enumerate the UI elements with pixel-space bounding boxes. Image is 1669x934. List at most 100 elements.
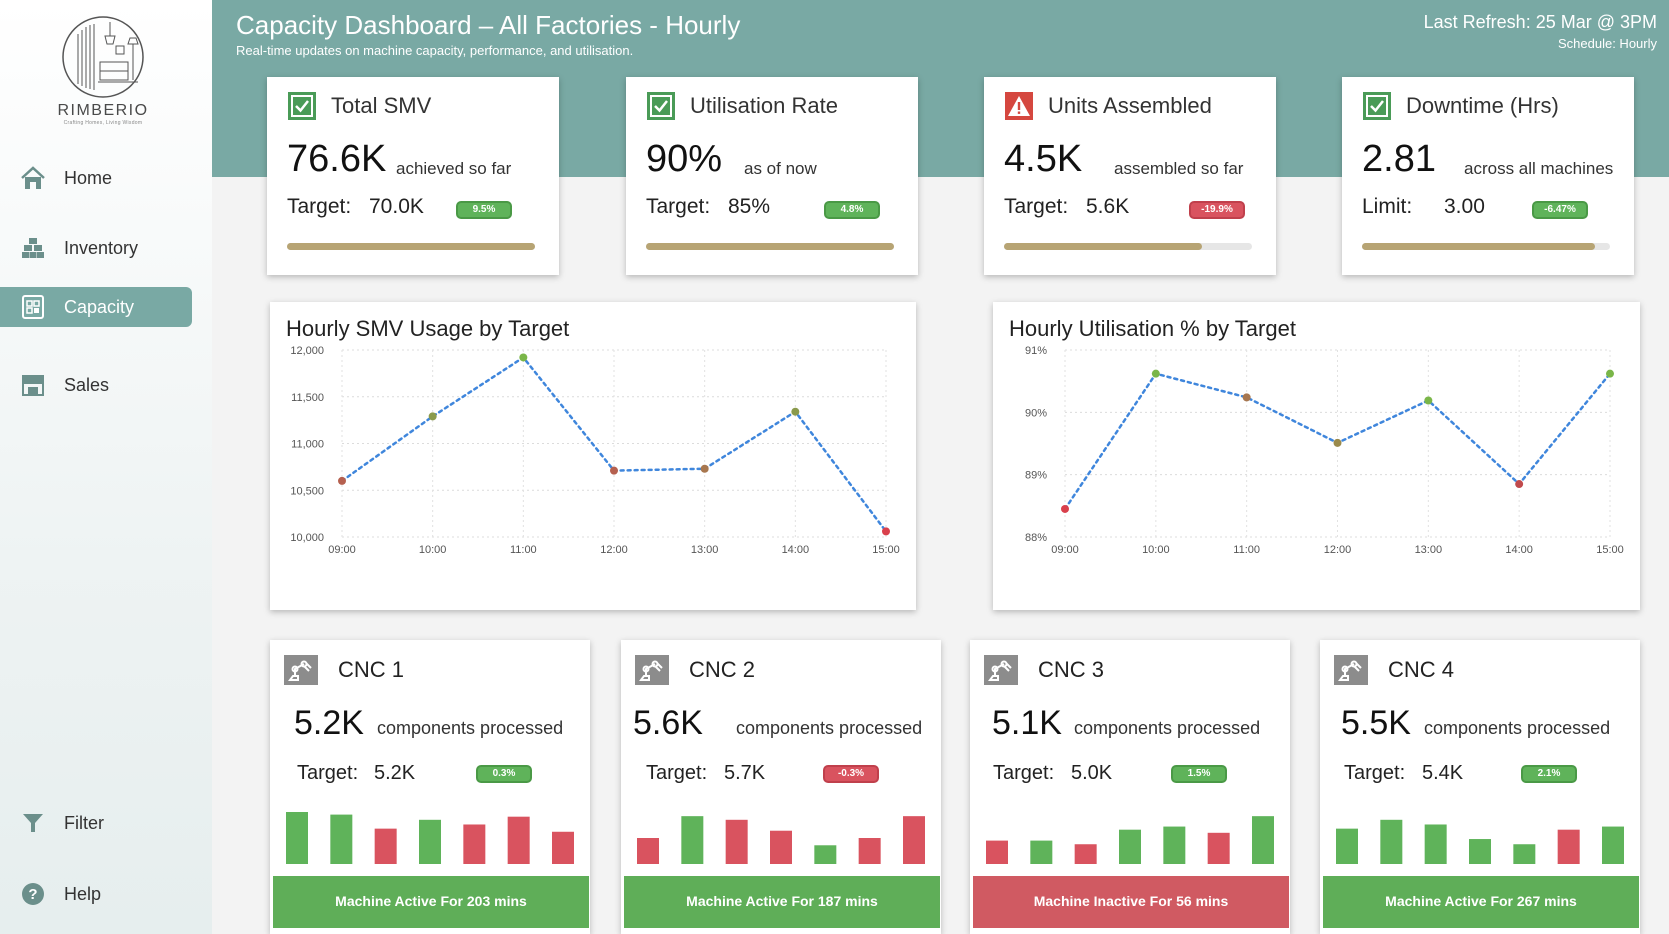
data-point — [1515, 480, 1524, 489]
machine-bar — [1557, 829, 1580, 864]
chart-title: Hourly SMV Usage by Target — [286, 316, 570, 341]
sidebar-item-capacity[interactable]: Capacity — [0, 287, 192, 327]
machine-status-bar: Machine Active For 267 mins — [1323, 876, 1639, 928]
kpi-progress-bar — [646, 243, 894, 250]
data-point — [1424, 396, 1433, 405]
data-point — [428, 412, 437, 421]
sidebar-item-label: Sales — [64, 374, 110, 395]
brand-logo: RIMBERIO Crafting Homes, Living Wisdom — [48, 14, 158, 132]
brand-name: RIMBERIO — [57, 102, 149, 119]
machine-value: 5.1K — [992, 704, 1062, 742]
sidebar-item-sales[interactable]: Sales — [0, 365, 192, 405]
kpi-card-utilisation-rate: Utilisation Rate 90% as of now Target: 8… — [626, 77, 918, 275]
y-tick-label: 11,000 — [291, 439, 324, 451]
robot-arm-icon — [984, 655, 1018, 685]
sidebar: RIMBERIO Crafting Homes, Living Wisdom H… — [0, 0, 212, 934]
refresh-schedule: Schedule: Hourly — [1558, 36, 1657, 51]
data-point — [791, 407, 800, 416]
sidebar-item-filter[interactable]: Filter — [0, 803, 192, 843]
machine-bar — [1119, 829, 1141, 864]
machine-bar — [552, 831, 574, 864]
svg-text:?: ? — [28, 886, 37, 903]
machine-card-cnc-1: CNC 1 5.2K components processed Target: … — [270, 640, 590, 934]
machine-target-value: 5.2K — [374, 762, 416, 784]
x-tick-label: 15:00 — [872, 544, 900, 556]
machine-bar — [1424, 824, 1447, 864]
sidebar-item-home[interactable]: Home — [0, 158, 192, 198]
sales-icon — [20, 372, 46, 398]
machine-target-label: Target: — [1344, 762, 1406, 784]
machine-name: CNC 4 — [1388, 657, 1455, 682]
x-tick-label: 11:00 — [1233, 544, 1260, 556]
machine-description: components processed — [377, 718, 564, 738]
machine-card-cnc-3: CNC 3 5.1K components processed Target: … — [970, 640, 1290, 934]
machine-value: 5.2K — [294, 704, 364, 742]
kpi-delta-badge: -6.47% — [1532, 201, 1588, 219]
kpi-description: achieved so far — [396, 159, 512, 178]
kpi-progress-fill — [1004, 243, 1203, 250]
machine-bar — [330, 814, 353, 864]
data-point — [338, 476, 346, 485]
data-point — [1151, 369, 1160, 378]
kpi-card-total-smv: Total SMV 76.6K achieved so far Target: … — [267, 77, 559, 275]
machine-bar — [1380, 819, 1403, 864]
robot-arm-icon — [284, 655, 318, 685]
kpi-title: Downtime (Hrs) — [1406, 93, 1559, 118]
machine-description: components processed — [736, 718, 923, 738]
machine-bar — [419, 819, 441, 864]
y-tick-label: 88% — [1025, 532, 1047, 544]
kpi-target-label: Target: — [646, 195, 711, 218]
kpi-delta-badge: -19.9% — [1189, 201, 1245, 219]
kpi-description: as of now — [744, 159, 817, 178]
machine-bar — [1030, 840, 1053, 864]
machine-name: CNC 3 — [1038, 657, 1105, 682]
x-tick-label: 14:00 — [782, 544, 810, 556]
y-tick-label: 11,500 — [291, 392, 324, 404]
data-point — [1606, 369, 1614, 378]
filter-icon — [20, 810, 46, 836]
chart-card-hourly-smv: 10,000 10,500 11,000 11,500 12,000 09:00 10:00… — [270, 302, 916, 610]
sidebar-item-help[interactable]: ? Help — [0, 874, 192, 914]
kpi-description: across all machines — [1464, 159, 1614, 178]
kpi-target-value: 5.6K — [1086, 195, 1130, 218]
y-tick-label: 12,000 — [290, 345, 324, 357]
machine-delta-badge: 1.5% — [1171, 765, 1227, 783]
machine-target-label: Target: — [297, 762, 359, 784]
machine-bar — [1163, 826, 1186, 864]
logo-emblem-icon — [62, 16, 144, 98]
x-tick-label: 14:00 — [1505, 544, 1533, 556]
y-tick-label: 90% — [1025, 407, 1047, 419]
machine-bar — [903, 816, 925, 864]
machine-name: CNC 1 — [338, 657, 405, 682]
x-tick-label: 13:00 — [691, 544, 719, 556]
sidebar-item-inventory[interactable]: Inventory — [0, 228, 192, 268]
x-tick-label: 10:00 — [1142, 544, 1170, 556]
kpi-target-value: 3.00 — [1444, 195, 1485, 218]
machine-bar — [681, 816, 704, 864]
utilisation-line-chart: 88% 89% 90% 91% 09:00 10:00 11:00 12:00 13:00 14:… — [1025, 345, 1624, 556]
check-icon — [287, 91, 317, 121]
machine-target-label: Target: — [646, 762, 708, 784]
y-tick-label: 89% — [1025, 470, 1047, 482]
chart-card-hourly-utilisation: 88% 89% 90% 91% 09:00 10:00 11:00 12:00 13:00 14:… — [993, 302, 1640, 610]
kpi-target-label: Target: — [287, 195, 352, 218]
kpi-value: 2.81 — [1362, 138, 1436, 180]
kpi-description: assembled so far — [1114, 159, 1244, 178]
machine-target-value: 5.4K — [1422, 762, 1464, 784]
kpi-progress-bar — [1362, 243, 1610, 250]
machine-target-value: 5.7K — [724, 762, 766, 784]
chart-title: Hourly Utilisation % by Target — [1009, 316, 1296, 341]
home-icon — [20, 165, 46, 191]
y-tick-label: 10,500 — [290, 485, 324, 497]
machine-card-cnc-2: CNC 2 5.6K components processed Target: … — [621, 640, 941, 934]
sidebar-item-label: Inventory — [64, 237, 139, 258]
machine-bar — [770, 830, 792, 864]
brand-tagline: Crafting Homes, Living Wisdom — [63, 120, 143, 126]
machine-value: 5.6K — [633, 704, 703, 742]
machine-bar — [1513, 844, 1536, 864]
machine-description: components processed — [1074, 718, 1261, 738]
machine-bar — [858, 838, 881, 864]
kpi-progress-fill — [1362, 243, 1596, 250]
machine-bar — [1252, 816, 1274, 864]
kpi-card-units-assembled: Units Assembled 4.5K assembled so far Ta… — [984, 77, 1276, 275]
